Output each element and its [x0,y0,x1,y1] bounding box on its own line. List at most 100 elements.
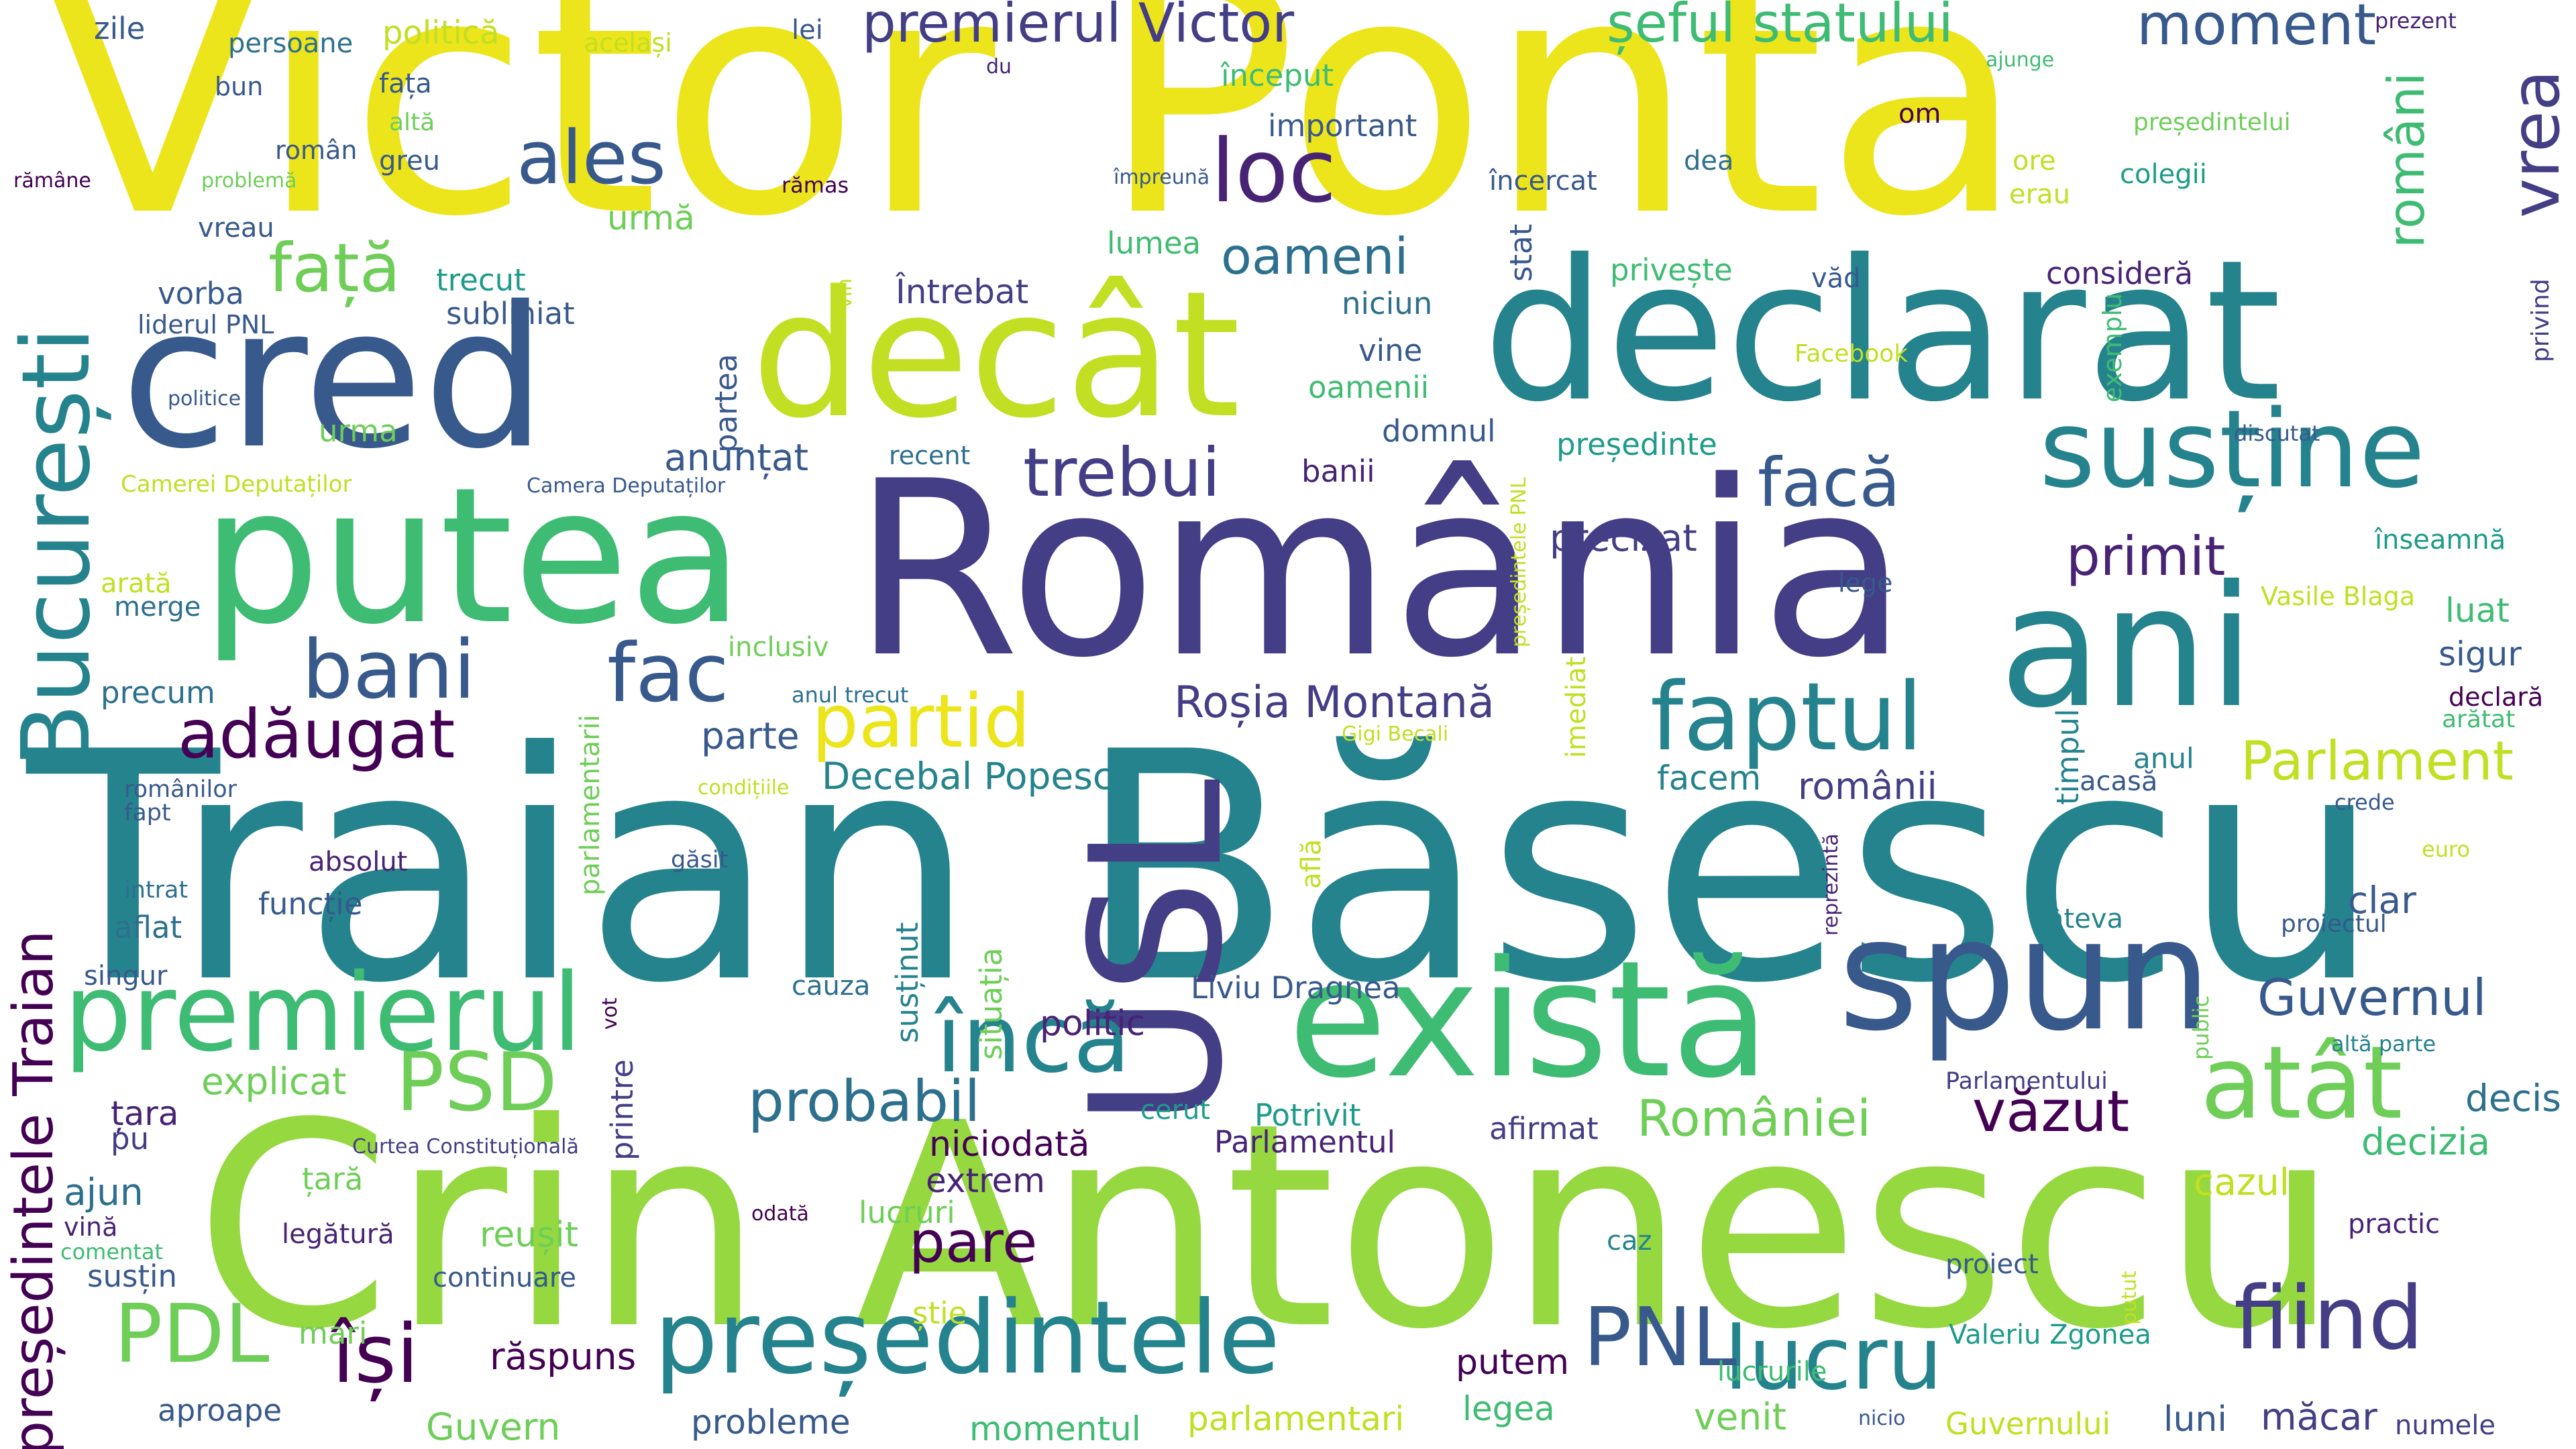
word-cauza: cauza [792,971,871,1002]
word-continuare: continuare [433,1263,577,1293]
word-functie: funcție [258,886,363,922]
word-lucruri: lucruri [859,1195,955,1230]
word-pare: pare [909,1210,1038,1276]
word-acasa: acasă [2080,766,2158,797]
word-anul-trecut: anul trecut [792,682,909,708]
word-putea: putea [201,447,744,666]
word-ajun: ajun [64,1171,144,1214]
word-zile: zile [94,11,146,46]
word-guvern: Guvern [426,1405,561,1448]
word-alta-parte: altă parte [2331,1031,2436,1057]
word-cateva: câteva [2033,904,2123,934]
word-arata: arată [101,568,172,599]
word-oamenii: oamenii [1308,370,1430,405]
word-cazul: cazul [2194,1161,2290,1203]
word-tara-big: țara [111,1094,179,1133]
word-merge: merge [114,592,201,623]
word-numele: numele [2395,1410,2496,1441]
word-practic: practic [2348,1209,2440,1240]
word-ajunge: ajunge [1986,48,2055,72]
word-proiect: proiect [1945,1249,2039,1280]
word-parlamentul: Parlamentul [1214,1124,1395,1160]
word-vazut: văzut [1972,1079,2130,1145]
word-domnul: domnul [1382,413,1496,449]
word-problema: problemă [201,169,297,193]
word-politic: politic [1040,1004,1146,1044]
word-camera-deputatilor: Camera Deputaților [527,474,726,498]
word-romanilor: românilor [124,776,237,803]
word-inca: încă [936,985,1131,1094]
word-ani: ani [1999,549,2255,745]
word-stie: știe [912,1295,967,1331]
word-inseamna: înseamnă [2375,525,2506,555]
word-roman: român [275,136,358,165]
word-du: du [986,55,1012,78]
word-dea: dea [1684,146,1734,176]
word-legea: legea [1462,1389,1555,1428]
word-crin-antonescu: Crin Antonescu [195,1063,2340,1391]
word-vin: vin [833,278,857,309]
word-presedinte: președinte [1556,427,1717,462]
word-camerei-deputatilor: Camerei Deputaților [121,471,352,498]
word-presedintele-traian: președintele Traian [2,930,66,1449]
word-luat: luat [2445,591,2510,630]
word-ramane: rămâne [13,169,91,193]
word-seful-statului: șeful statului [1607,0,1953,54]
word-vasile-blaga: Vasile Blaga [2261,582,2416,611]
word-faptul: faptul [1650,663,1923,772]
word-facebook: Facebook [1794,340,1909,368]
word-afirmat: afirmat [1489,1111,1599,1146]
word-legatura: legătură [282,1219,394,1250]
word-anul: anul [2133,742,2194,775]
word-romaniei: României [1637,1089,1871,1148]
word-impreuna: împreună [1114,166,1210,189]
word-parlamentarii: parlamentarii [575,714,606,896]
word-trebui: trebui [1023,433,1221,512]
word-clar: clar [2348,879,2416,922]
word-pu: pu [111,1121,150,1157]
word-trecut: trecut [436,262,526,298]
word-facem: facem [1657,759,1762,798]
word-extrem: extrem [926,1161,1046,1200]
word-vad: văd [1811,263,1861,294]
word-exista: există [1288,926,1770,1114]
word-ales: ales [517,115,666,201]
word-isi: își [332,1308,419,1401]
word-fiind: fiind [2234,1267,2424,1369]
word-lucru: lucru [1724,1307,1943,1409]
word-pdl: PDL [114,1288,270,1381]
word-oameni: oameni [1221,227,1409,286]
word-romanii: românii [1798,765,1937,808]
word-situatia: situația [973,947,1009,1060]
word-parlamentului: Parlamentului [1945,1068,2108,1095]
word-adaugat: adăugat [178,695,455,773]
word-bucuresti: București [2,327,111,768]
word-declarat: declarat [1483,219,2282,445]
word-stat: stat [1503,223,1539,282]
word-aproape: aproape [158,1393,282,1428]
word-subliniat: subliniat [446,296,575,331]
word-putem: putem [1456,1342,1569,1383]
word-urma: urma [319,413,398,449]
word-important: important [1268,108,1417,144]
word-persoane: persoane [228,28,354,59]
word-bun: bun [215,72,264,101]
word-exemplu: exemplu [2098,292,2127,402]
word-urma-big: urmă [607,199,695,237]
word-pnl: PNL [1583,1291,1737,1385]
word-intrat: intrat [124,877,189,904]
word-decat: decât [751,254,1241,457]
word-intrebat: Întrebat [896,272,1029,311]
word-valeriu-zgonea: Valeriu Zgonea [1949,1320,2151,1350]
word-aratat: arătat [2442,706,2516,733]
word-fapt: fapt [124,800,171,826]
word-psd: PSD [396,1036,557,1130]
word-presedintele: președintele [654,1280,1281,1397]
word-presedintele-pnl: președintele PNL [1507,477,1531,647]
word-inclusiv: inclusiv [728,632,829,663]
word-priveste: privește [1610,252,1733,288]
word-greu: greu [379,146,440,176]
word-lei: lei [792,15,823,46]
word-vine: vine [1358,333,1423,368]
word-timpul: timpul [2050,708,2086,805]
